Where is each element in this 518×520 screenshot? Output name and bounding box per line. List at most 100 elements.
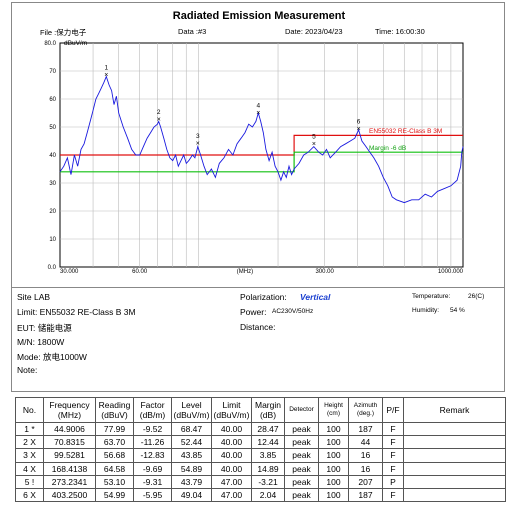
margin-annotation: Margin -6 dB [369, 145, 406, 152]
table-cell: 12.44 [251, 435, 285, 450]
y-tick-label: 30 [49, 181, 56, 187]
marker-x: × [157, 117, 161, 124]
site-text: Site LAB [17, 292, 51, 302]
table-cell: 54.89 [171, 461, 212, 476]
mode-text: Mode: 放电1000W [17, 352, 87, 362]
table-row: 3 X 99.5281 56.68 -12.83 43.85 40.00 3.85 peak 1… [15, 448, 506, 463]
table-cell: 100 [318, 435, 349, 450]
table-cell: F [382, 487, 404, 503]
y-tick-label: 70 [49, 69, 56, 75]
table-cell: 168.4138 [43, 461, 96, 476]
data-label: Data :#3 [178, 27, 207, 36]
table-cell [403, 461, 506, 476]
marker-label: 1 [105, 64, 109, 71]
limit-annotation: EN55032 RE-Class B 3M [369, 128, 442, 135]
table-cell: peak [284, 461, 319, 476]
table-cell: 40.00 [211, 435, 252, 450]
info-frame [11, 287, 505, 392]
column-header: Limit (dBuV/m) [211, 397, 252, 423]
table-cell: 99.5281 [43, 448, 96, 463]
table-cell: -9.31 [133, 474, 172, 489]
table-cell: 63.70 [95, 435, 134, 450]
distance-label: Distance: [240, 322, 276, 332]
table-cell: 3.85 [251, 448, 285, 463]
table-cell: -3.21 [251, 474, 285, 489]
y-tick-label: 50 [49, 125, 56, 131]
series-group [59, 75, 464, 204]
table-cell: 47.00 [211, 487, 252, 503]
table-cell: F [382, 461, 404, 476]
table-cell: 53.10 [95, 474, 134, 489]
table-cell: 3 X [15, 448, 44, 463]
column-header: Level (dBuV/m) [171, 397, 212, 423]
y-tick-label: 20 [49, 209, 56, 215]
table-row: 4 X 168.4138 64.58 -9.69 54.89 40.00 14.89 peak… [15, 461, 506, 476]
mn-text: M/N: 1800W [17, 337, 65, 347]
table-cell: 100 [318, 474, 349, 489]
table-cell: -5.95 [133, 487, 172, 503]
column-header: P/F [382, 397, 404, 423]
table-cell: -9.69 [133, 461, 172, 476]
polarization-label: Polarization: [240, 292, 287, 302]
table-cell: 403.2500 [43, 487, 96, 503]
table-cell: 64.58 [95, 461, 134, 476]
x-axis-ticks: 30.000 60.00 (MHz) 300.00 1000.000 [60, 269, 464, 275]
column-header: Azimuth (deg.) [348, 397, 383, 423]
table-cell: 40.00 [211, 421, 252, 437]
results-table: No. Frequency (MHz) Reading (dBuV) Factor (… [15, 397, 506, 503]
marker-x: × [104, 72, 108, 79]
eut-text: EUT: 储能电源 [17, 323, 72, 333]
table-cell: 5 ! [15, 474, 44, 489]
y-tick-label: 40 [49, 153, 56, 159]
marker-x: × [312, 141, 316, 148]
table-cell: 14.89 [251, 461, 285, 476]
marker-x: × [196, 141, 200, 148]
table-cell: 49.04 [171, 487, 212, 503]
limit-line [60, 151, 463, 173]
column-header: Height (cm) [318, 397, 349, 423]
table-cell: 40.00 [211, 448, 252, 463]
table-cell: 16 [348, 448, 383, 463]
table-cell: 54.99 [95, 487, 134, 503]
limit-text: Limit: EN55032 RE-Class B 3M [17, 307, 136, 317]
power-label: Power: [240, 307, 267, 317]
table-cell: peak [284, 474, 319, 489]
y-tick-label: 60 [49, 97, 56, 103]
note-text: Note: [17, 365, 38, 375]
table-cell: -9.52 [133, 421, 172, 437]
marker-label: 3 [196, 133, 200, 140]
table-cell: 44.9006 [43, 421, 96, 437]
table-cell [403, 435, 506, 450]
marker-label: 2 [157, 109, 161, 116]
table-cell: 44 [348, 435, 383, 450]
table-cell: F [382, 448, 404, 463]
table-row: 2 X 70.8315 63.70 -11.26 52.44 40.00 12.44 peak… [15, 435, 506, 450]
peak-markers: 1×2×3×4×5×6× [104, 64, 361, 148]
table-cell: 100 [318, 461, 349, 476]
table-header-row: No. Frequency (MHz) Reading (dBuV) Factor (… [15, 397, 506, 423]
table-cell: 207 [348, 474, 383, 489]
table-row: 6 X 403.2500 54.99 -5.95 49.04 47.00 2.04 peak 1… [15, 487, 506, 503]
table-cell: 4 X [15, 461, 44, 476]
table-cell: 28.47 [251, 421, 285, 437]
power-value: AC230V/50Hz [272, 308, 314, 315]
column-header: Remark [403, 397, 506, 423]
table-cell: P [382, 474, 404, 489]
table-cell: 2.04 [251, 487, 285, 503]
x-tick-label: 1000.000 [438, 269, 464, 275]
x-tick-label: 300.00 [315, 269, 334, 275]
table-cell: 187 [348, 487, 383, 503]
polarization-value: Vertical [300, 292, 331, 302]
table-cell: 100 [318, 448, 349, 463]
table-cell [403, 487, 506, 503]
limit-lines [60, 134, 463, 173]
table-cell: 43.79 [171, 474, 212, 489]
date-label: Date: 2023/04/23 [285, 27, 343, 36]
marker-label: 4 [256, 102, 260, 109]
table-cell: 273.2341 [43, 474, 96, 489]
report-title: Radiated Emission Measurement [172, 10, 346, 22]
column-header: Margin (dB) [251, 397, 285, 423]
table-cell: peak [284, 421, 319, 437]
table-cell: peak [284, 487, 319, 503]
